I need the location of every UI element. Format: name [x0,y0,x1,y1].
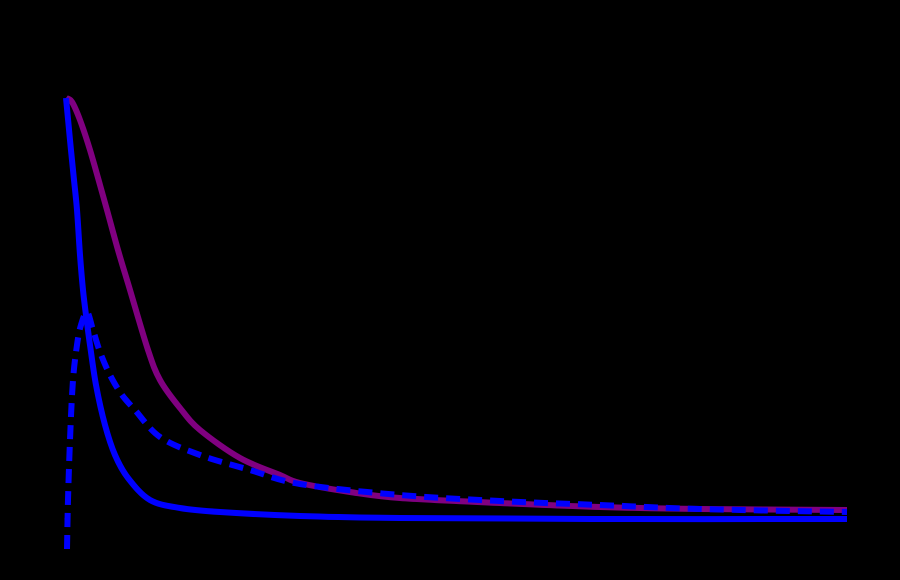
series-line-solid-blue [63,97,848,523]
series-line-dashed-blue [64,309,848,550]
series-layer [63,95,848,550]
